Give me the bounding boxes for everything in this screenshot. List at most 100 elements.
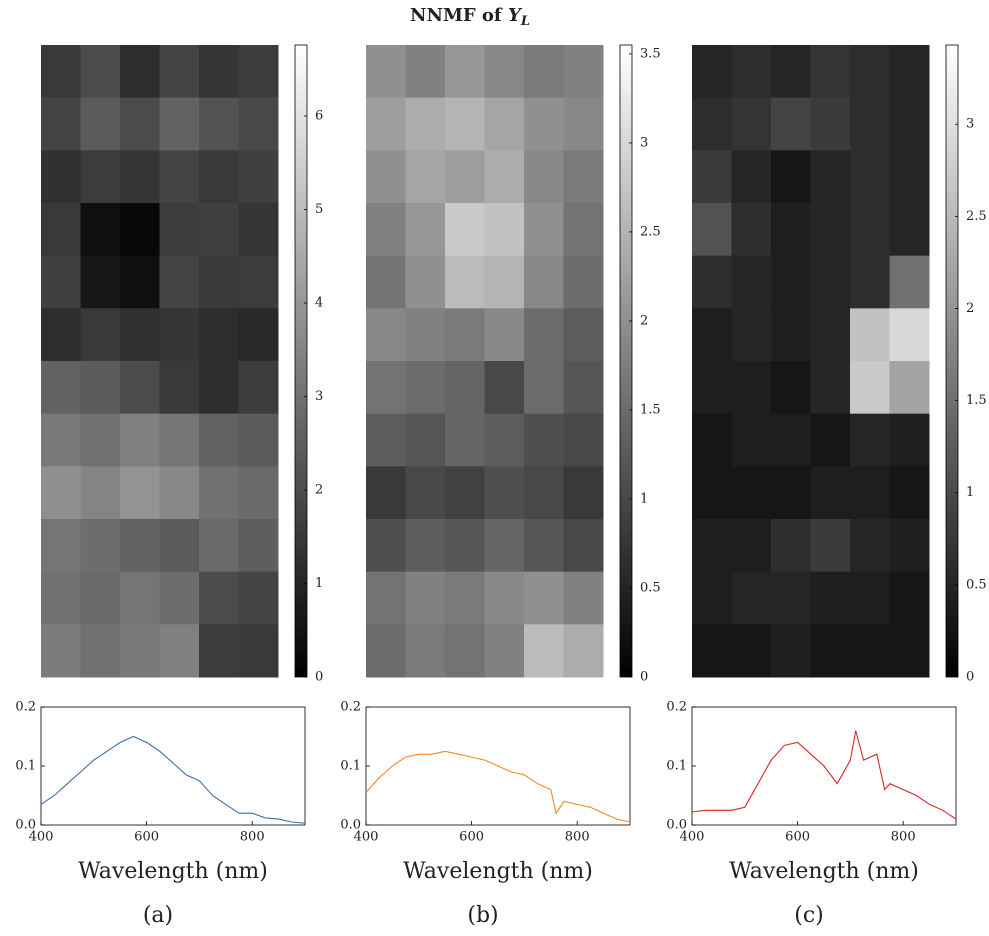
heatmap-cell xyxy=(159,466,200,520)
heatmap-cell xyxy=(238,203,279,257)
heatmap-cell xyxy=(771,203,811,257)
colorbar-tick-label: 1.5 xyxy=(640,402,661,417)
heatmap-cell xyxy=(563,203,604,257)
heatmap-cell xyxy=(484,203,525,257)
heatmap-cell xyxy=(41,624,81,678)
x-tick-label: 600 xyxy=(459,830,484,845)
y-tick-label: 0.2 xyxy=(15,700,36,715)
subfigure-caption: (b) xyxy=(467,903,498,928)
heatmap-cell xyxy=(810,150,851,204)
colorbar xyxy=(945,44,959,678)
y-tick-label: 0.0 xyxy=(15,818,36,833)
y-tick-label: 0.1 xyxy=(340,759,361,774)
heatmap-cell xyxy=(731,45,772,99)
heatmap-cell xyxy=(484,413,525,467)
heatmap-cell xyxy=(563,150,604,204)
heatmap-cell xyxy=(524,624,564,678)
x-axis-label: Wavelength (nm) xyxy=(78,859,268,884)
heatmap-cell xyxy=(889,624,930,678)
heatmap-cell xyxy=(771,150,811,204)
heatmap-cell xyxy=(41,97,81,151)
heatmap-cell xyxy=(120,571,160,625)
heatmap-cell xyxy=(731,519,772,573)
heatmap-cell xyxy=(199,466,239,520)
subfigure-caption: (c) xyxy=(794,903,824,928)
heatmap-cell xyxy=(80,413,121,467)
heatmap-cell xyxy=(810,571,851,625)
colorbar-tick-label: 6 xyxy=(315,109,323,124)
heatmap-cell xyxy=(80,624,121,678)
heatmap-cell xyxy=(120,45,160,99)
x-tick-label: 400 xyxy=(354,830,379,845)
heatmap-cell xyxy=(80,519,121,573)
heatmap-cell xyxy=(524,571,564,625)
colorbar-tick-label: 1 xyxy=(315,576,323,591)
heatmap-cell xyxy=(199,255,239,309)
heatmap-cell xyxy=(484,361,525,415)
heatmap-cell xyxy=(692,203,732,257)
heatmap-cell xyxy=(692,150,732,204)
y-tick-label: 0.1 xyxy=(15,759,36,774)
heatmap-cell xyxy=(563,413,604,467)
heatmap-cell xyxy=(199,519,239,573)
heatmap-cell xyxy=(771,308,811,362)
y-tick-label: 0.0 xyxy=(340,818,361,833)
heatmap-cell xyxy=(445,150,485,204)
heatmap-cell xyxy=(405,203,446,257)
heatmap-cell xyxy=(199,413,239,467)
y-tick-label: 0.1 xyxy=(666,759,687,774)
heatmap-cell xyxy=(199,97,239,151)
heatmap-cell xyxy=(850,466,890,520)
heatmap-cell xyxy=(405,150,446,204)
heatmap-cell xyxy=(692,571,732,625)
x-tick-label: 800 xyxy=(240,830,265,845)
heatmap-cell xyxy=(563,624,604,678)
heatmap-cell xyxy=(810,203,851,257)
heatmap-cell xyxy=(41,361,81,415)
heatmap-cell xyxy=(524,413,564,467)
heatmap-cell xyxy=(159,97,200,151)
heatmap-cell xyxy=(731,255,772,309)
y-tick-label: 0.2 xyxy=(666,700,687,715)
heatmap-cell xyxy=(120,255,160,309)
heatmap-cell xyxy=(563,97,604,151)
heatmap-cell xyxy=(771,519,811,573)
heatmap-cell xyxy=(889,466,930,520)
heatmap-cell xyxy=(731,203,772,257)
heatmap-cell xyxy=(850,413,890,467)
colorbar-tick-label: 0.5 xyxy=(640,580,661,595)
heatmap-cell xyxy=(524,466,564,520)
heatmap-cell xyxy=(692,413,732,467)
heatmap-cell xyxy=(405,624,446,678)
heatmap-cell xyxy=(445,519,485,573)
heatmap-cell xyxy=(445,624,485,678)
heatmap-cell xyxy=(238,150,279,204)
heatmap-cell xyxy=(366,203,406,257)
heatmap-cell xyxy=(159,571,200,625)
colorbar-tick-label: 2 xyxy=(966,301,974,316)
heatmap-cell xyxy=(810,308,851,362)
colorbar-tick-label: 2 xyxy=(315,483,323,498)
heatmap-cell xyxy=(850,255,890,309)
heatmap-cell xyxy=(889,308,930,362)
heatmap-cell xyxy=(80,571,121,625)
heatmap-cell xyxy=(771,466,811,520)
heatmap-cell xyxy=(524,361,564,415)
colorbar-tick-label: 3 xyxy=(640,135,648,150)
heatmap-cell xyxy=(484,97,525,151)
heatmap-cell xyxy=(771,255,811,309)
heatmap-cell xyxy=(692,308,732,362)
heatmap-cell xyxy=(889,413,930,467)
x-tick-label: 600 xyxy=(785,830,810,845)
heatmap-cell xyxy=(524,519,564,573)
heatmap-cell xyxy=(405,308,446,362)
heatmap-cell xyxy=(889,361,930,415)
colorbar xyxy=(294,44,308,678)
heatmap-cell xyxy=(850,97,890,151)
heatmap-cell xyxy=(731,413,772,467)
heatmap-cell xyxy=(563,571,604,625)
heatmap-cell xyxy=(80,45,121,99)
heatmap-cell xyxy=(524,203,564,257)
heatmap-cell xyxy=(238,413,279,467)
heatmap-cell xyxy=(238,624,279,678)
